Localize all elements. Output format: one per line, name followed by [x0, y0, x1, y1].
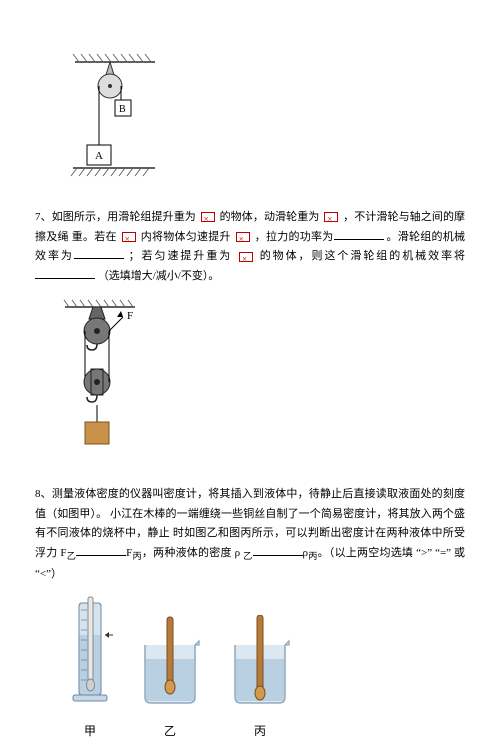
pulley-single-svg: B A [55, 50, 165, 190]
label-jia: 甲 [65, 721, 115, 743]
force-label: F [127, 310, 133, 322]
blank-icon [236, 232, 250, 242]
q7-t6: ，拉力的功率为 [255, 231, 334, 243]
q8-sub1b: 乙 [243, 551, 252, 561]
beaker-bing: 丙 [225, 615, 295, 743]
q8-sub2: 丙 [132, 551, 142, 561]
answer-blank[interactable] [76, 544, 126, 556]
blank-icon [324, 212, 338, 222]
label-yi: 乙 [135, 721, 205, 743]
blank-icon [239, 252, 253, 262]
block-a-label: A [95, 150, 103, 162]
q7-t4: 重。若在 [72, 231, 117, 243]
cylinder-jia: 甲 [65, 595, 115, 743]
answer-blank[interactable] [74, 247, 124, 259]
question-8: 8、测量液体密度的仪器叫密度计，将其插入到液体中，待静止后直接读取液面处的刻度值… [35, 485, 465, 585]
blank-icon [201, 212, 215, 222]
blank-icon [122, 232, 136, 242]
q7-t8: ；若匀速提升重为 [129, 250, 233, 262]
q8-number: 8、 [35, 488, 52, 500]
answer-blank[interactable] [35, 267, 95, 279]
label-bing: 丙 [225, 721, 295, 743]
q8-sub1: 乙 [67, 551, 77, 561]
pulley-compound-svg: F [55, 297, 155, 467]
figure-pulley-compound: F [55, 297, 465, 475]
q7-t10: （选填增大/减小/不变）。 [98, 270, 220, 282]
answer-blank[interactable] [253, 544, 303, 556]
figure-pulley-single: B A [55, 50, 465, 198]
block-b-label: B [119, 104, 126, 115]
q8-t5: ，两种液体的密度 ρ [142, 547, 240, 559]
q7-t2: 的物体，动滑轮重为 [220, 211, 320, 223]
question-7: 7、如图所示，用滑轮组提升重为 的物体，动滑轮重为 ，不计滑轮与轴之间的摩擦及绳… [35, 208, 465, 287]
answer-blank[interactable] [334, 228, 384, 240]
q7-t9: 的物体，则这个滑轮组的机械效率将 [260, 250, 465, 262]
q7-number: 7、 [35, 211, 52, 223]
figure-densimeter: 甲 乙 丙 [65, 595, 465, 743]
beaker-yi: 乙 [135, 615, 205, 743]
q8-sub3: 丙 [308, 551, 318, 561]
q7-t1: 如图所示，用滑轮组提升重为 [52, 211, 196, 223]
q7-t5: 内将物体匀速提升 [141, 231, 231, 243]
